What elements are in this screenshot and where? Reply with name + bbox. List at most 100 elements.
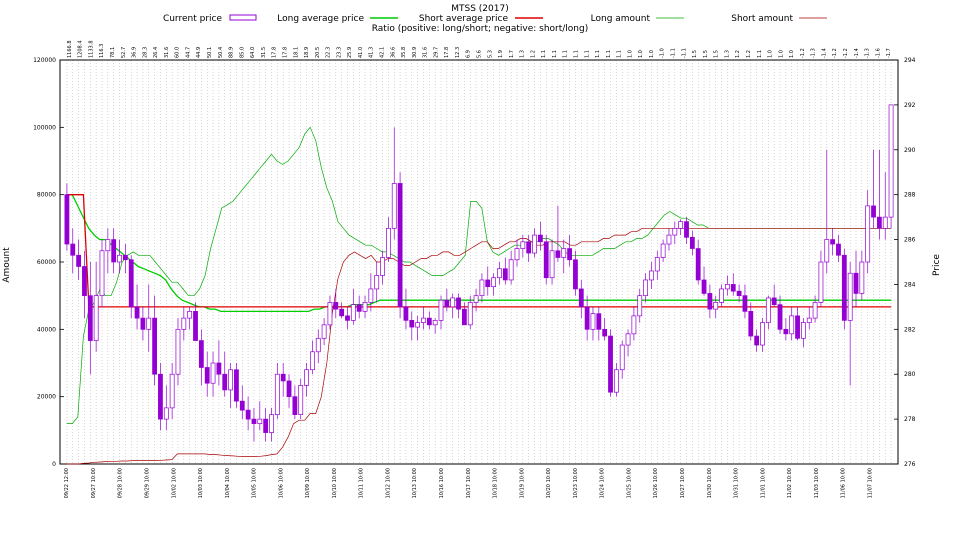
candle-body (853, 272, 859, 294)
candle-body (193, 311, 198, 341)
candle (602, 318, 608, 341)
candle-body (526, 241, 532, 254)
candle (304, 363, 309, 397)
candle-body (660, 243, 666, 258)
candle (806, 306, 812, 330)
candle (666, 228, 672, 251)
candle (93, 262, 99, 352)
candle-body (292, 396, 298, 415)
ratio-label: 1.0 (638, 50, 644, 58)
candle (315, 329, 321, 363)
candlesticks (64, 104, 894, 442)
candle-body (99, 250, 105, 297)
candle (76, 239, 82, 280)
right-tick-label: 280 (904, 371, 916, 378)
date-label: 10/09 10:00 (305, 468, 311, 498)
date-label: 09/28 10:00 (118, 468, 124, 498)
candle (859, 250, 865, 301)
date-label: 09/27 10:00 (91, 468, 97, 498)
candle-body (637, 295, 643, 317)
ratio-labels: 1166.8 1208.4 1133.8 116.3 78.1 52.7 36.9 28.3 2… (67, 41, 892, 59)
candle-body (456, 297, 461, 310)
candle (532, 228, 537, 258)
candle-body (415, 322, 421, 328)
candle-body (649, 270, 654, 281)
candle (105, 228, 111, 274)
candle (228, 363, 233, 408)
candle-body (64, 194, 70, 245)
ratio-label: 31.6 (164, 47, 170, 58)
left-tick-label: 100000 (33, 124, 56, 131)
candle (678, 219, 684, 236)
candle (695, 239, 701, 285)
ratio-label: 78.1 (110, 47, 116, 58)
candle-body (315, 337, 321, 353)
candle-body (222, 373, 228, 391)
candle (795, 306, 800, 341)
date-label: 10/27 10:00 (680, 468, 686, 498)
candle-body (409, 320, 415, 328)
ratio-label: -1.6 (875, 48, 881, 58)
ratio-label: 17.8 (283, 47, 289, 58)
ratio-label: -1.2 (800, 48, 806, 58)
candle-body (818, 261, 824, 303)
ratio-label: 17.8 (272, 47, 278, 58)
candle-body (701, 279, 707, 294)
ratio-label: -1.0 (660, 48, 666, 58)
candle-body (286, 380, 292, 398)
date-label: 10/23 10:00 (573, 468, 579, 498)
candle (818, 250, 824, 307)
candle (497, 262, 502, 285)
candle-body (508, 259, 514, 281)
date-label: 10/05 10:00 (252, 468, 258, 498)
date-label: 10/20 10:00 (546, 468, 552, 498)
chart-subtitle: Ratio (positive: long/short; negative: s… (372, 24, 589, 34)
date-label: 10/26 10:00 (653, 468, 659, 498)
candle (561, 239, 567, 274)
candle-body (532, 234, 537, 254)
candle (567, 235, 572, 267)
candle-body (263, 418, 269, 433)
date-label: 10/30 10:00 (707, 468, 713, 498)
candle-body (771, 297, 777, 305)
left-axis-ticks: 0 20000 40000 60000 80000 100000 120000 (33, 57, 64, 468)
candle (584, 295, 590, 341)
ratio-label: 30.9 (412, 47, 418, 58)
candle-body (128, 259, 134, 308)
candle (380, 250, 385, 285)
candle (432, 318, 438, 334)
candle (742, 284, 748, 319)
candle-body (146, 317, 152, 330)
date-label: 10/16 10:00 (439, 468, 445, 498)
candle (210, 351, 216, 397)
candle-body (806, 317, 812, 323)
candle (830, 228, 836, 256)
ratio-label: 41.3 (369, 47, 375, 58)
ratio-label: 23.3 (336, 47, 342, 58)
series-lines (66, 126, 892, 465)
ratio-label: 29.7 (433, 47, 439, 58)
candle (374, 262, 380, 303)
candle-body (216, 362, 222, 375)
candle-body (765, 297, 771, 323)
candle-body (549, 250, 555, 279)
candle-body (87, 295, 93, 341)
candle (444, 288, 450, 312)
ratio-label: 18.1 (293, 47, 299, 58)
candle-body (619, 344, 625, 371)
right-tick-label: 294 (904, 57, 916, 64)
candle-body (251, 418, 257, 424)
candle-body (310, 351, 315, 371)
ratio-label: 1.5 (703, 50, 709, 58)
candle (397, 172, 403, 319)
candle (684, 217, 689, 245)
candle-body (859, 261, 865, 294)
candle (450, 293, 456, 319)
candle-body (555, 250, 561, 258)
candle (508, 250, 514, 285)
candle-body (672, 227, 678, 236)
candle-body (561, 248, 567, 258)
ratio-label: 60.0 (175, 47, 181, 58)
candle-body (374, 275, 380, 290)
